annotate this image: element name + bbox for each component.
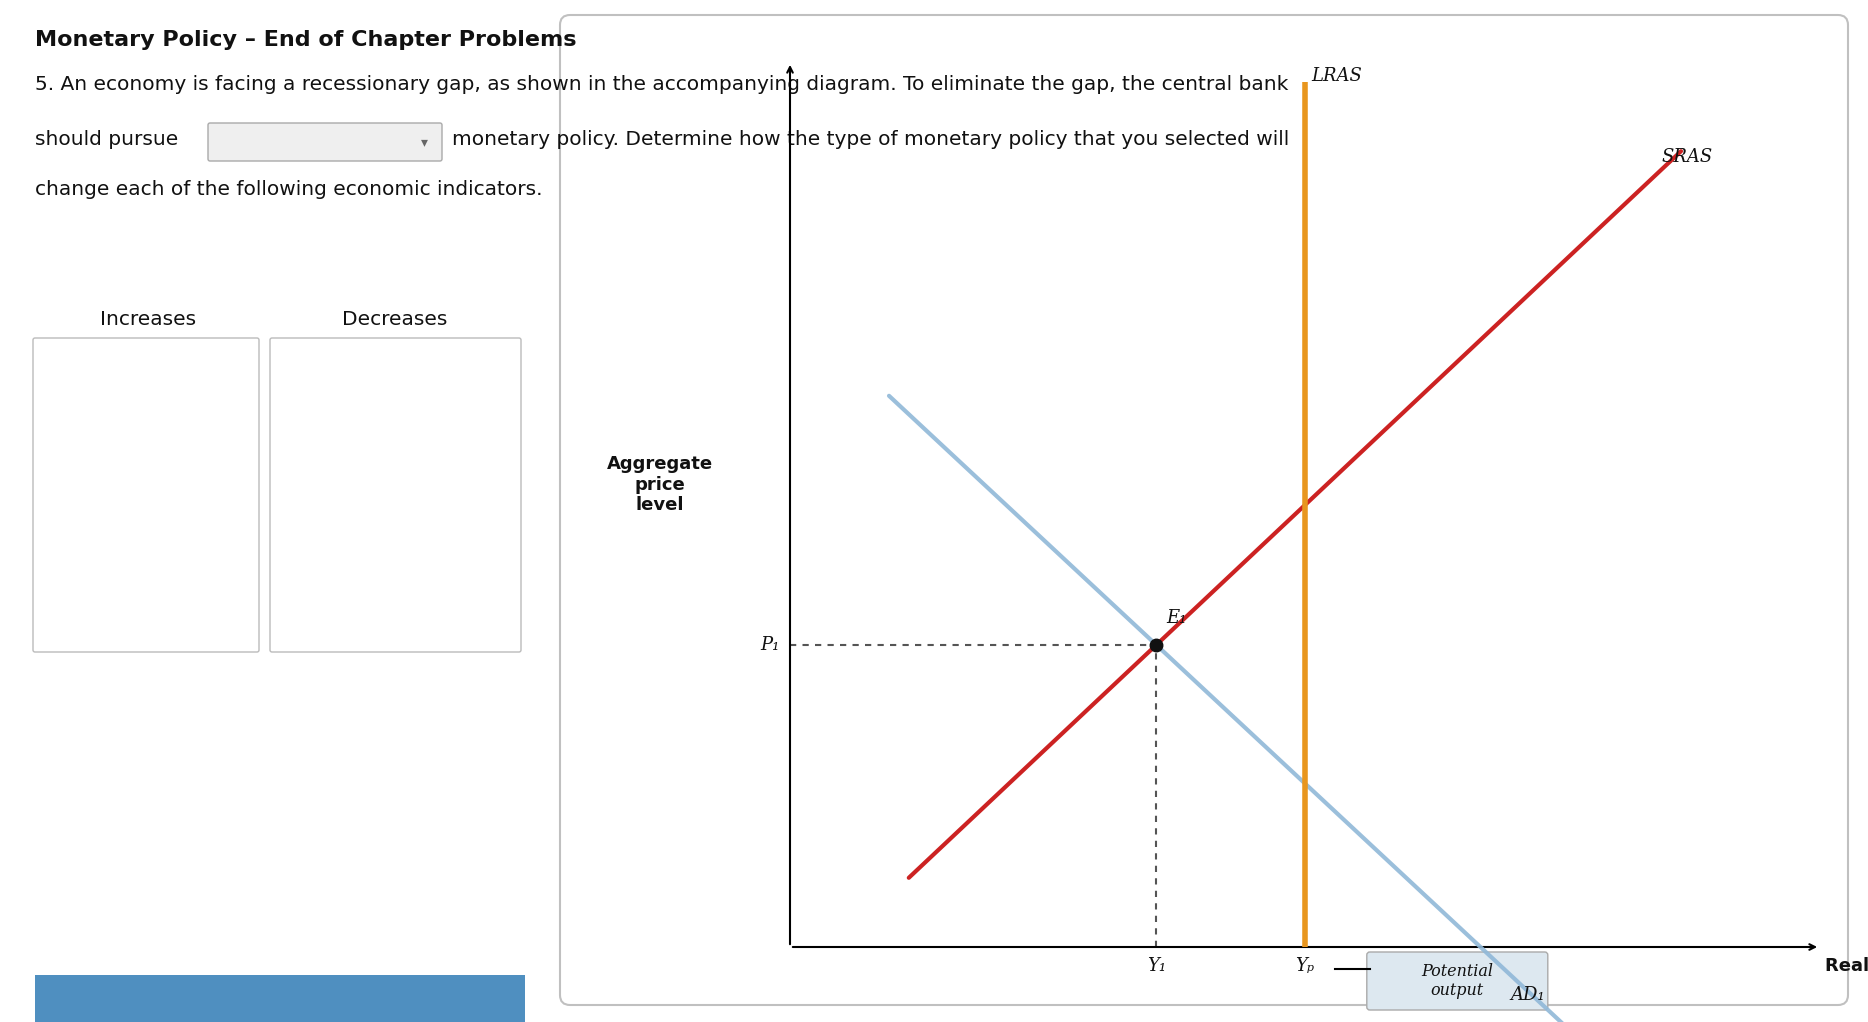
Text: 5. An economy is facing a recessionary gap, as shown in the accompanying diagram: 5. An economy is facing a recessionary g…	[35, 75, 1289, 94]
Text: Aggregate
price
level: Aggregate price level	[607, 455, 714, 514]
FancyBboxPatch shape	[560, 15, 1847, 1005]
Text: Real GDP: Real GDP	[1825, 957, 1868, 975]
Text: monetary policy. Determine how the type of monetary policy that you selected wil: monetary policy. Determine how the type …	[452, 130, 1289, 149]
Text: should pursue: should pursue	[35, 130, 177, 149]
Text: AD₁: AD₁	[1511, 986, 1545, 1004]
Text: ▾: ▾	[420, 135, 428, 149]
FancyBboxPatch shape	[271, 338, 521, 652]
Text: Monetary Policy – End of Chapter Problems: Monetary Policy – End of Chapter Problem…	[35, 30, 577, 50]
Text: P₁: P₁	[760, 636, 781, 654]
Text: Potential
output: Potential output	[1422, 963, 1493, 1000]
FancyBboxPatch shape	[34, 338, 260, 652]
Text: Decreases: Decreases	[342, 310, 448, 329]
Text: E₁: E₁	[1166, 609, 1186, 626]
Text: LRAS: LRAS	[1311, 67, 1362, 85]
FancyBboxPatch shape	[207, 123, 443, 161]
Text: Yₚ: Yₚ	[1295, 957, 1315, 975]
Text: SRAS: SRAS	[1661, 148, 1713, 166]
Text: Y₁: Y₁	[1147, 957, 1166, 975]
Text: change each of the following economic indicators.: change each of the following economic in…	[35, 180, 542, 199]
FancyBboxPatch shape	[1367, 953, 1549, 1010]
Text: Increases: Increases	[99, 310, 196, 329]
FancyBboxPatch shape	[35, 975, 525, 1022]
